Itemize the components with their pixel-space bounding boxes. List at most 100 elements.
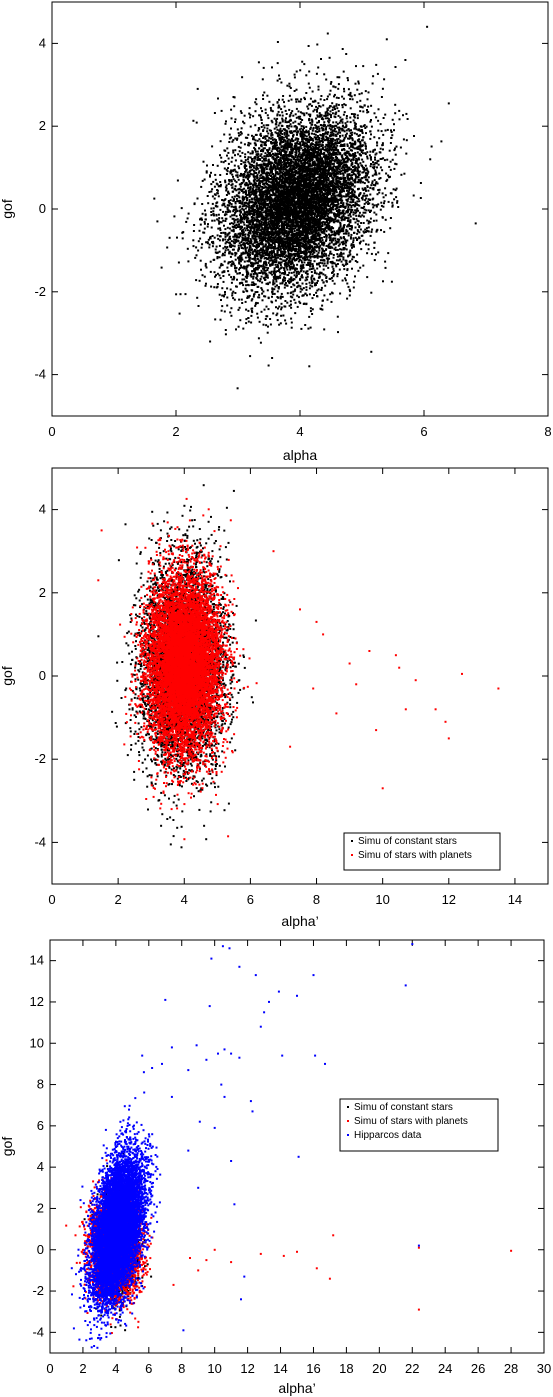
data-point (197, 240, 200, 243)
data-point (324, 159, 327, 162)
data-point (235, 174, 238, 177)
data-point (348, 152, 351, 155)
data-point (329, 89, 332, 92)
data-point (219, 264, 222, 267)
data-point (360, 151, 363, 153)
data-point (334, 127, 336, 130)
data-point (205, 171, 208, 174)
data-point (228, 133, 231, 136)
data-point (316, 253, 319, 256)
data-point (269, 188, 272, 191)
data-point (363, 208, 366, 211)
data-point (332, 162, 335, 165)
data-point (328, 151, 331, 154)
data-point (331, 279, 334, 282)
data-point (270, 132, 273, 134)
data-point (314, 149, 317, 152)
data-point (271, 187, 274, 189)
data-point (282, 237, 285, 240)
data-point (275, 156, 278, 159)
data-point (238, 282, 241, 285)
data-point (377, 163, 380, 166)
data-point (251, 201, 254, 204)
data-point (233, 226, 236, 229)
data-point (343, 190, 346, 193)
data-point (195, 121, 198, 124)
data-point (247, 320, 250, 323)
data-point (301, 282, 304, 285)
data-point (375, 204, 378, 207)
data-point (303, 63, 306, 66)
data-point (346, 150, 349, 153)
data-point (331, 129, 334, 132)
data-point (266, 199, 269, 202)
data-point (385, 172, 388, 175)
data-point (268, 147, 271, 150)
data-point (266, 114, 269, 117)
data-point (275, 132, 278, 135)
data-point (285, 240, 288, 243)
data-point (297, 115, 300, 118)
data-point (284, 216, 287, 219)
data-point (332, 165, 335, 168)
data-point (228, 192, 231, 195)
data-point (336, 132, 339, 135)
data-point (307, 209, 310, 212)
data-point (340, 228, 343, 231)
data-point (331, 102, 334, 105)
data-point (209, 235, 212, 238)
data-point (326, 107, 329, 110)
data-point (300, 255, 302, 258)
data-point (215, 213, 218, 216)
data-point (230, 307, 233, 310)
data-point (221, 264, 224, 267)
data-point (335, 103, 338, 106)
data-point (216, 251, 219, 254)
data-point (376, 72, 379, 75)
data-point (343, 144, 346, 147)
data-point (239, 234, 242, 237)
data-point (276, 270, 279, 273)
data-point (245, 201, 248, 204)
data-point (362, 239, 365, 242)
data-point (271, 203, 274, 206)
data-point (285, 222, 288, 225)
data-point (335, 124, 338, 127)
data-point (249, 231, 252, 234)
data-point (309, 159, 312, 162)
data-point (290, 317, 293, 320)
data-point (298, 159, 301, 161)
data-point (194, 256, 197, 259)
data-point (344, 122, 347, 125)
data-point (331, 112, 334, 115)
data-point (211, 195, 214, 198)
data-point (261, 232, 264, 235)
data-point (283, 149, 286, 152)
data-point (293, 274, 296, 277)
data-point (394, 153, 397, 156)
data-point (340, 196, 343, 199)
data-point (232, 96, 235, 98)
data-point (329, 252, 331, 255)
data-point (321, 170, 324, 173)
data-point (227, 190, 230, 193)
data-point (293, 258, 296, 261)
data-point (281, 206, 284, 209)
data-point (247, 184, 249, 187)
data-point (318, 127, 321, 130)
data-point (357, 82, 360, 85)
data-point (203, 227, 206, 230)
data-point (350, 154, 353, 157)
data-point (266, 194, 268, 197)
data-point (366, 172, 369, 175)
y-tick-label: 2 (39, 118, 46, 133)
data-point (338, 180, 341, 183)
data-point (309, 229, 312, 232)
data-point (327, 117, 330, 120)
data-point (321, 256, 324, 259)
data-point (294, 288, 297, 291)
data-point (278, 114, 281, 117)
data-point (359, 178, 362, 181)
data-point (323, 236, 326, 238)
data-point (322, 268, 325, 271)
